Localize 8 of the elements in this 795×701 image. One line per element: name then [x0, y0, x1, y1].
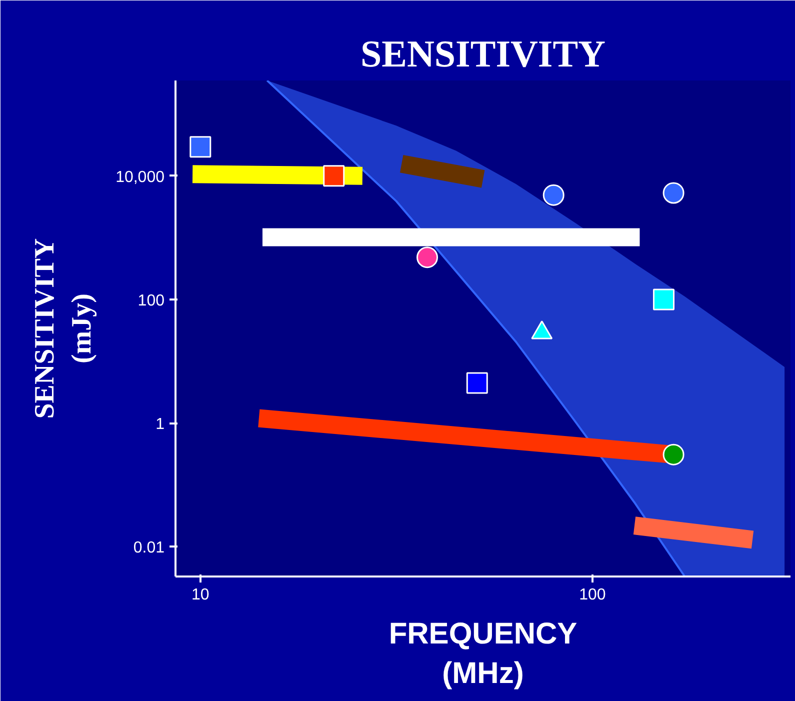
x-axis-title: FREQUENCY (MHz)	[388, 618, 578, 690]
y-axis-title: SENSITIVITY (mJy)	[29, 238, 98, 419]
y-tick-label: 100	[138, 292, 165, 310]
y-tick-label: 10,000	[116, 168, 165, 186]
chart-title: SENSITIVITY	[360, 34, 606, 76]
x-tick-label: 10	[191, 586, 210, 604]
y-tick-label: 0.01	[133, 540, 165, 557]
y-tick-label: 1	[156, 416, 165, 434]
